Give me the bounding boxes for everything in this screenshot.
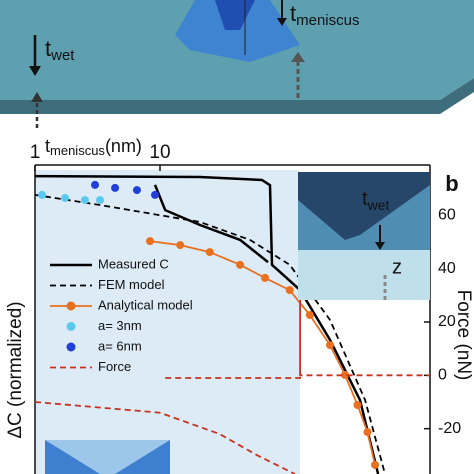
data-point xyxy=(363,428,372,437)
data-point xyxy=(91,180,100,189)
data-point xyxy=(285,286,294,295)
legend-label: Analytical model xyxy=(98,297,193,312)
arrow-head xyxy=(31,92,43,102)
label-base: t xyxy=(45,36,51,61)
data-point xyxy=(353,400,362,409)
x-axis-label: tmeniscus(nm) xyxy=(45,136,142,159)
inset-tip xyxy=(298,172,430,240)
y2-tick-label: 40 xyxy=(438,260,456,277)
axis-label-sub: meniscus xyxy=(50,143,105,158)
slab-edge xyxy=(0,78,474,114)
series-line xyxy=(34,174,380,474)
x-tick-label: 10 xyxy=(149,142,170,163)
legend-label: FEM model xyxy=(98,277,165,292)
data-point xyxy=(305,311,314,320)
data-point xyxy=(261,273,270,282)
inset-meniscus xyxy=(45,440,170,474)
legend-label: Force xyxy=(98,359,131,374)
inset-substrate xyxy=(298,250,430,300)
x-tick-label: 1 xyxy=(30,142,41,163)
legend-label: Measured C xyxy=(98,256,169,271)
series-line xyxy=(34,287,430,474)
data-point xyxy=(38,190,47,199)
data-point xyxy=(95,196,104,205)
inset-label-t-wet: twet xyxy=(362,188,389,212)
inset-left xyxy=(45,440,170,474)
data-point xyxy=(61,193,70,202)
series-line xyxy=(34,194,386,474)
data-point xyxy=(151,190,160,199)
data-point xyxy=(205,248,214,257)
label-base: t xyxy=(290,1,296,26)
arrow-head xyxy=(375,242,385,250)
label-base: t xyxy=(362,188,368,210)
data-point xyxy=(371,460,380,469)
data-point xyxy=(341,370,350,379)
illustration: tmeniscus twet xyxy=(0,0,474,128)
legend-marker xyxy=(66,301,76,311)
axis-label-base: t xyxy=(45,136,50,156)
legend-label: a= 6nm xyxy=(98,338,142,353)
label-sub: meniscus xyxy=(296,12,359,29)
inset-label-z: z xyxy=(392,256,402,278)
inset-right: twet z xyxy=(298,172,430,300)
data-point xyxy=(132,186,141,195)
approach-region xyxy=(35,170,300,474)
y2-tick-label: 60 xyxy=(438,207,456,224)
data-point xyxy=(111,183,120,192)
y2-tick-label: 20 xyxy=(438,313,456,330)
legend-marker xyxy=(66,322,76,331)
data-point xyxy=(80,196,89,205)
data-point xyxy=(176,241,185,250)
label-t-meniscus: tmeniscus xyxy=(290,1,359,29)
legend-marker xyxy=(66,342,76,352)
data-point xyxy=(146,237,155,246)
plot: 1 10 60 40 20 0 -20 Measured C FEM model Analytic… xyxy=(30,142,461,474)
arrow-head xyxy=(291,52,305,62)
y2-tick-label: 0 xyxy=(438,367,447,384)
cone xyxy=(175,0,300,62)
y-axis-label: ΔC (normalized) xyxy=(5,301,26,438)
panel-label: b xyxy=(445,171,458,196)
label-sub: wet xyxy=(50,47,75,64)
y2-tick-label: -20 xyxy=(438,420,461,437)
data-point xyxy=(236,260,245,269)
arrow-head xyxy=(29,66,41,76)
label-sub: wet xyxy=(367,197,390,213)
y2-axis-label: Force (nN) xyxy=(453,290,474,381)
legend-label: a= 3nm xyxy=(98,318,142,333)
axis-label-unit: (nm) xyxy=(105,136,142,156)
label-t-wet: twet xyxy=(45,36,75,64)
data-point xyxy=(325,341,334,350)
arrow-head xyxy=(277,18,287,26)
